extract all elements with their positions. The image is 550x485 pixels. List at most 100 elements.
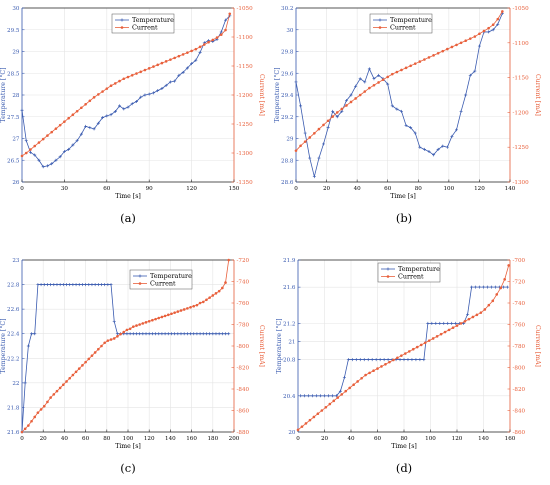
x-tick-label: 20	[323, 186, 331, 192]
legend-marker	[378, 26, 382, 29]
x-axis-label: Time [s]	[115, 193, 141, 200]
data-point-current	[320, 409, 324, 412]
x-tick-label: 60	[103, 186, 111, 192]
y-left-tick-label: 29.2	[281, 115, 294, 121]
data-point-current	[384, 362, 387, 366]
y-right-axis-label: Current [mA]	[534, 74, 541, 116]
data-point-current	[192, 304, 196, 308]
x-tick-label: 90	[146, 186, 154, 192]
data-point-current	[84, 360, 87, 364]
x-tick-label: 30	[61, 186, 69, 192]
legend-marker	[138, 282, 142, 285]
data-point-current	[109, 338, 113, 341]
y-right-tick-label: -760	[513, 323, 526, 329]
data-point-current	[173, 56, 176, 60]
data-point-current	[205, 298, 208, 302]
data-point-temperature	[482, 285, 485, 289]
legend-box	[129, 269, 193, 290]
y-right-tick-label: -1050	[513, 6, 530, 12]
data-point-temperature	[195, 332, 199, 336]
data-point-current	[495, 293, 499, 296]
data-point-current	[87, 357, 91, 361]
data-point-current	[432, 54, 435, 57]
data-point-temperature	[41, 165, 45, 169]
data-point-temperature	[52, 283, 56, 287]
y-left-axis-label: Temperature [°C]	[0, 67, 7, 122]
data-point-current	[169, 58, 172, 61]
data-point-temperature	[299, 104, 303, 108]
y-right-tick-label: -740	[237, 280, 250, 286]
data-point-temperature	[65, 283, 69, 287]
data-point-temperature	[473, 69, 477, 73]
data-point-current	[322, 123, 325, 127]
x-tick-label: 160	[186, 436, 197, 442]
y-right-tick-label: -840	[513, 409, 526, 415]
data-point-temperature	[422, 358, 426, 362]
data-point-current	[63, 120, 66, 123]
data-point-current	[409, 64, 412, 68]
chart-a: 0 30 60 90 120 150 26 26.5 27 27.5 28 28.5 29 29.5 30 -…	[0, 6, 265, 225]
data-point-temperature	[50, 162, 54, 166]
data-point-current	[376, 367, 379, 370]
data-point-current	[413, 62, 417, 65]
data-point-current	[122, 330, 126, 334]
y-right-tick-label: -860	[513, 430, 526, 436]
data-point-temperature	[377, 73, 381, 77]
data-point-current	[97, 347, 100, 351]
data-point-temperature	[144, 332, 148, 336]
data-point-current	[503, 278, 507, 281]
data-point-current	[227, 258, 230, 262]
data-point-current	[303, 140, 307, 143]
data-point-current	[349, 100, 353, 104]
data-point-current	[77, 367, 81, 370]
data-point-temperature	[112, 319, 116, 323]
panel-caption: (a)	[120, 211, 136, 225]
data-point-current	[332, 399, 336, 403]
y-left-tick-label: 20.8	[283, 358, 296, 364]
data-point-current	[459, 41, 463, 45]
data-point-temperature	[24, 139, 28, 143]
chart-d: 0 20 40 60 80 100 120 140 1602020.420.82121.221.…	[276, 258, 541, 475]
data-point-current	[67, 116, 70, 120]
data-point-temperature	[130, 102, 134, 106]
data-point-temperature	[173, 79, 177, 83]
data-point-current	[39, 408, 43, 411]
data-point-temperature	[164, 83, 168, 87]
data-point-temperature	[426, 321, 430, 325]
y-left-tick-label: 20.4	[283, 394, 296, 400]
data-point-temperature	[122, 107, 126, 111]
data-point-temperature	[455, 128, 458, 132]
data-point-current	[340, 107, 344, 111]
data-point-current	[179, 309, 183, 312]
data-point-temperature	[219, 30, 223, 34]
data-point-current	[372, 83, 376, 87]
data-point-temperature	[434, 321, 438, 325]
data-point-temperature	[330, 394, 334, 398]
data-point-current	[46, 400, 49, 404]
legend-marker	[120, 26, 124, 29]
data-point-current	[408, 350, 411, 353]
y-right-tick-label: -1150	[513, 76, 530, 82]
data-point-temperature	[224, 18, 228, 22]
y-left-tick-label: 28	[12, 93, 20, 99]
data-point-temperature	[418, 358, 422, 362]
data-point-temperature	[445, 145, 449, 149]
data-point-temperature	[402, 358, 406, 362]
data-point-current	[20, 154, 24, 158]
data-point-current	[194, 47, 198, 51]
data-point-temperature	[26, 344, 30, 348]
data-point-temperature	[493, 285, 497, 289]
data-point-current	[103, 341, 106, 345]
x-tick-label: 0	[294, 186, 298, 192]
legend-label-temperature: Temperature	[150, 272, 192, 280]
y-left-tick-label: 22.8	[7, 283, 20, 289]
data-point-current	[224, 281, 227, 284]
data-point-current	[152, 65, 155, 68]
data-point-temperature	[217, 332, 221, 336]
data-point-current	[84, 102, 87, 106]
data-point-current	[118, 79, 121, 83]
data-point-current	[71, 373, 75, 377]
data-point-temperature	[84, 124, 88, 128]
data-point-current	[345, 104, 348, 107]
data-point-temperature	[427, 150, 431, 154]
